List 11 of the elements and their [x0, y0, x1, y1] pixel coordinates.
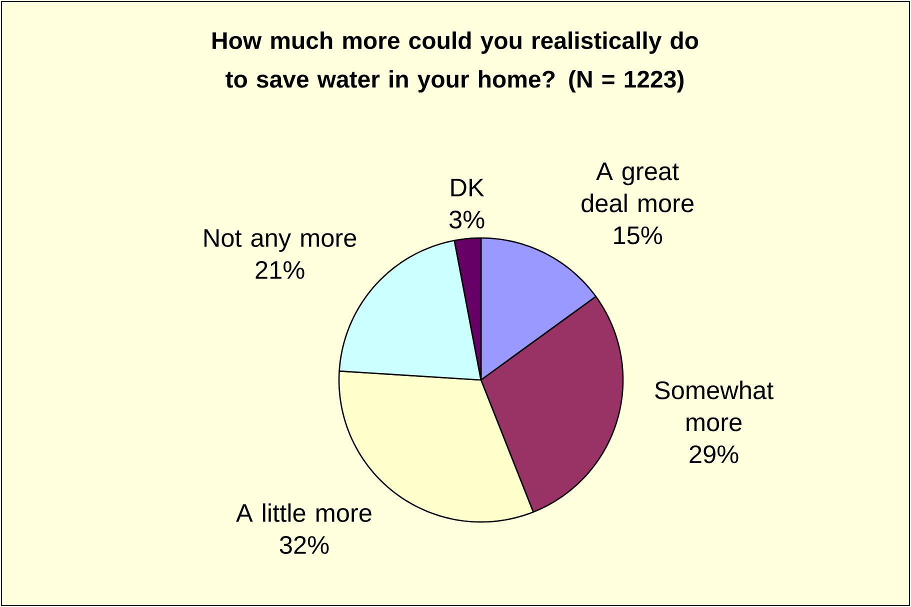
- data-label: 3%: [449, 210, 484, 229]
- slice-label: Not any more: [204, 229, 356, 252]
- data-label: 32%: [280, 536, 329, 554]
- slice-label: A little more: [236, 503, 372, 522]
- data-label: 29%: [690, 445, 738, 464]
- chart-title: How much more could you realistically do to save water in your home? (N = 1223): [212, 31, 698, 93]
- slice-label: Somewhat more: [655, 380, 774, 432]
- slice-label: A great deal more: [582, 162, 694, 212]
- slice-label: DK: [451, 178, 484, 196]
- data-label: 21%: [256, 261, 304, 279]
- data-label: 15%: [614, 226, 662, 244]
